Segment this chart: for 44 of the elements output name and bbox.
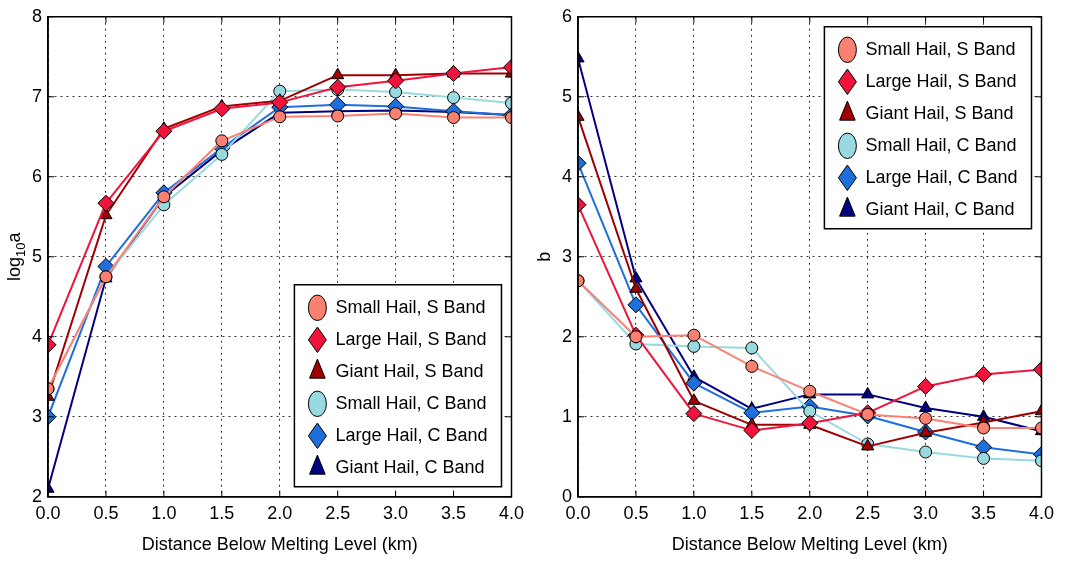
legend-label: Large Hail, S Band [335, 328, 487, 349]
x-tick-label: 1.0 [151, 502, 177, 523]
y-tick-label: 7 [32, 85, 43, 106]
y-tick-label: 5 [32, 245, 43, 266]
x-tick-label: 2.5 [325, 502, 351, 523]
x-tick-label: 3.5 [441, 502, 467, 523]
x-tick-label: 1.5 [739, 502, 765, 523]
y-tick-label: 3 [32, 405, 43, 426]
x-tick-label: 2.0 [797, 502, 823, 523]
y-tick-label: 1 [562, 405, 573, 426]
x-tick-label: 0.5 [93, 502, 119, 523]
y-axis-title: b [534, 251, 554, 262]
legend-label: Large Hail, S Band [865, 70, 1017, 91]
legend-label: Giant Hail, C Band [335, 456, 485, 477]
x-tick-label: 4.0 [498, 502, 524, 523]
legend-label: Giant Hail, C Band [865, 198, 1015, 219]
legend-label: Small Hail, C Band [335, 392, 487, 413]
y-tick-label: 2 [562, 325, 573, 346]
x-tick-label: 1.5 [209, 502, 235, 523]
y-tick-label: 8 [32, 5, 43, 26]
legend-label: Giant Hail, S Band [865, 102, 1014, 123]
y-tick-label: 6 [562, 5, 573, 26]
legend-label: Small Hail, S Band [865, 38, 1016, 59]
x-tick-label: 3.0 [913, 502, 939, 523]
y-tick-label: 6 [32, 165, 43, 186]
y-tick-label: 4 [562, 165, 573, 186]
x-tick-label: 2.0 [267, 502, 293, 523]
legend-label: Giant Hail, S Band [335, 360, 484, 381]
x-axis-title: Distance Below Melting Level (km) [671, 534, 948, 555]
x-axis-title: Distance Below Melting Level (km) [141, 534, 418, 555]
x-tick-label: 0.5 [623, 502, 649, 523]
legend-label: Small Hail, C Band [865, 134, 1017, 155]
x-tick-label: 2.5 [855, 502, 881, 523]
x-tick-label: 3.0 [383, 502, 409, 523]
y-tick-label: 3 [562, 245, 573, 266]
legend-label: Large Hail, C Band [865, 166, 1018, 187]
y-axis-title: log10a [4, 231, 28, 282]
y-tick-label: 4 [32, 325, 43, 346]
x-tick-label: 1.0 [681, 502, 707, 523]
legend-label: Small Hail, S Band [335, 296, 486, 317]
x-tick-label: 3.5 [971, 502, 997, 523]
y-tick-label: 5 [562, 85, 573, 106]
legend-label: Large Hail, C Band [335, 424, 488, 445]
x-tick-label: 4.0 [1028, 502, 1054, 523]
